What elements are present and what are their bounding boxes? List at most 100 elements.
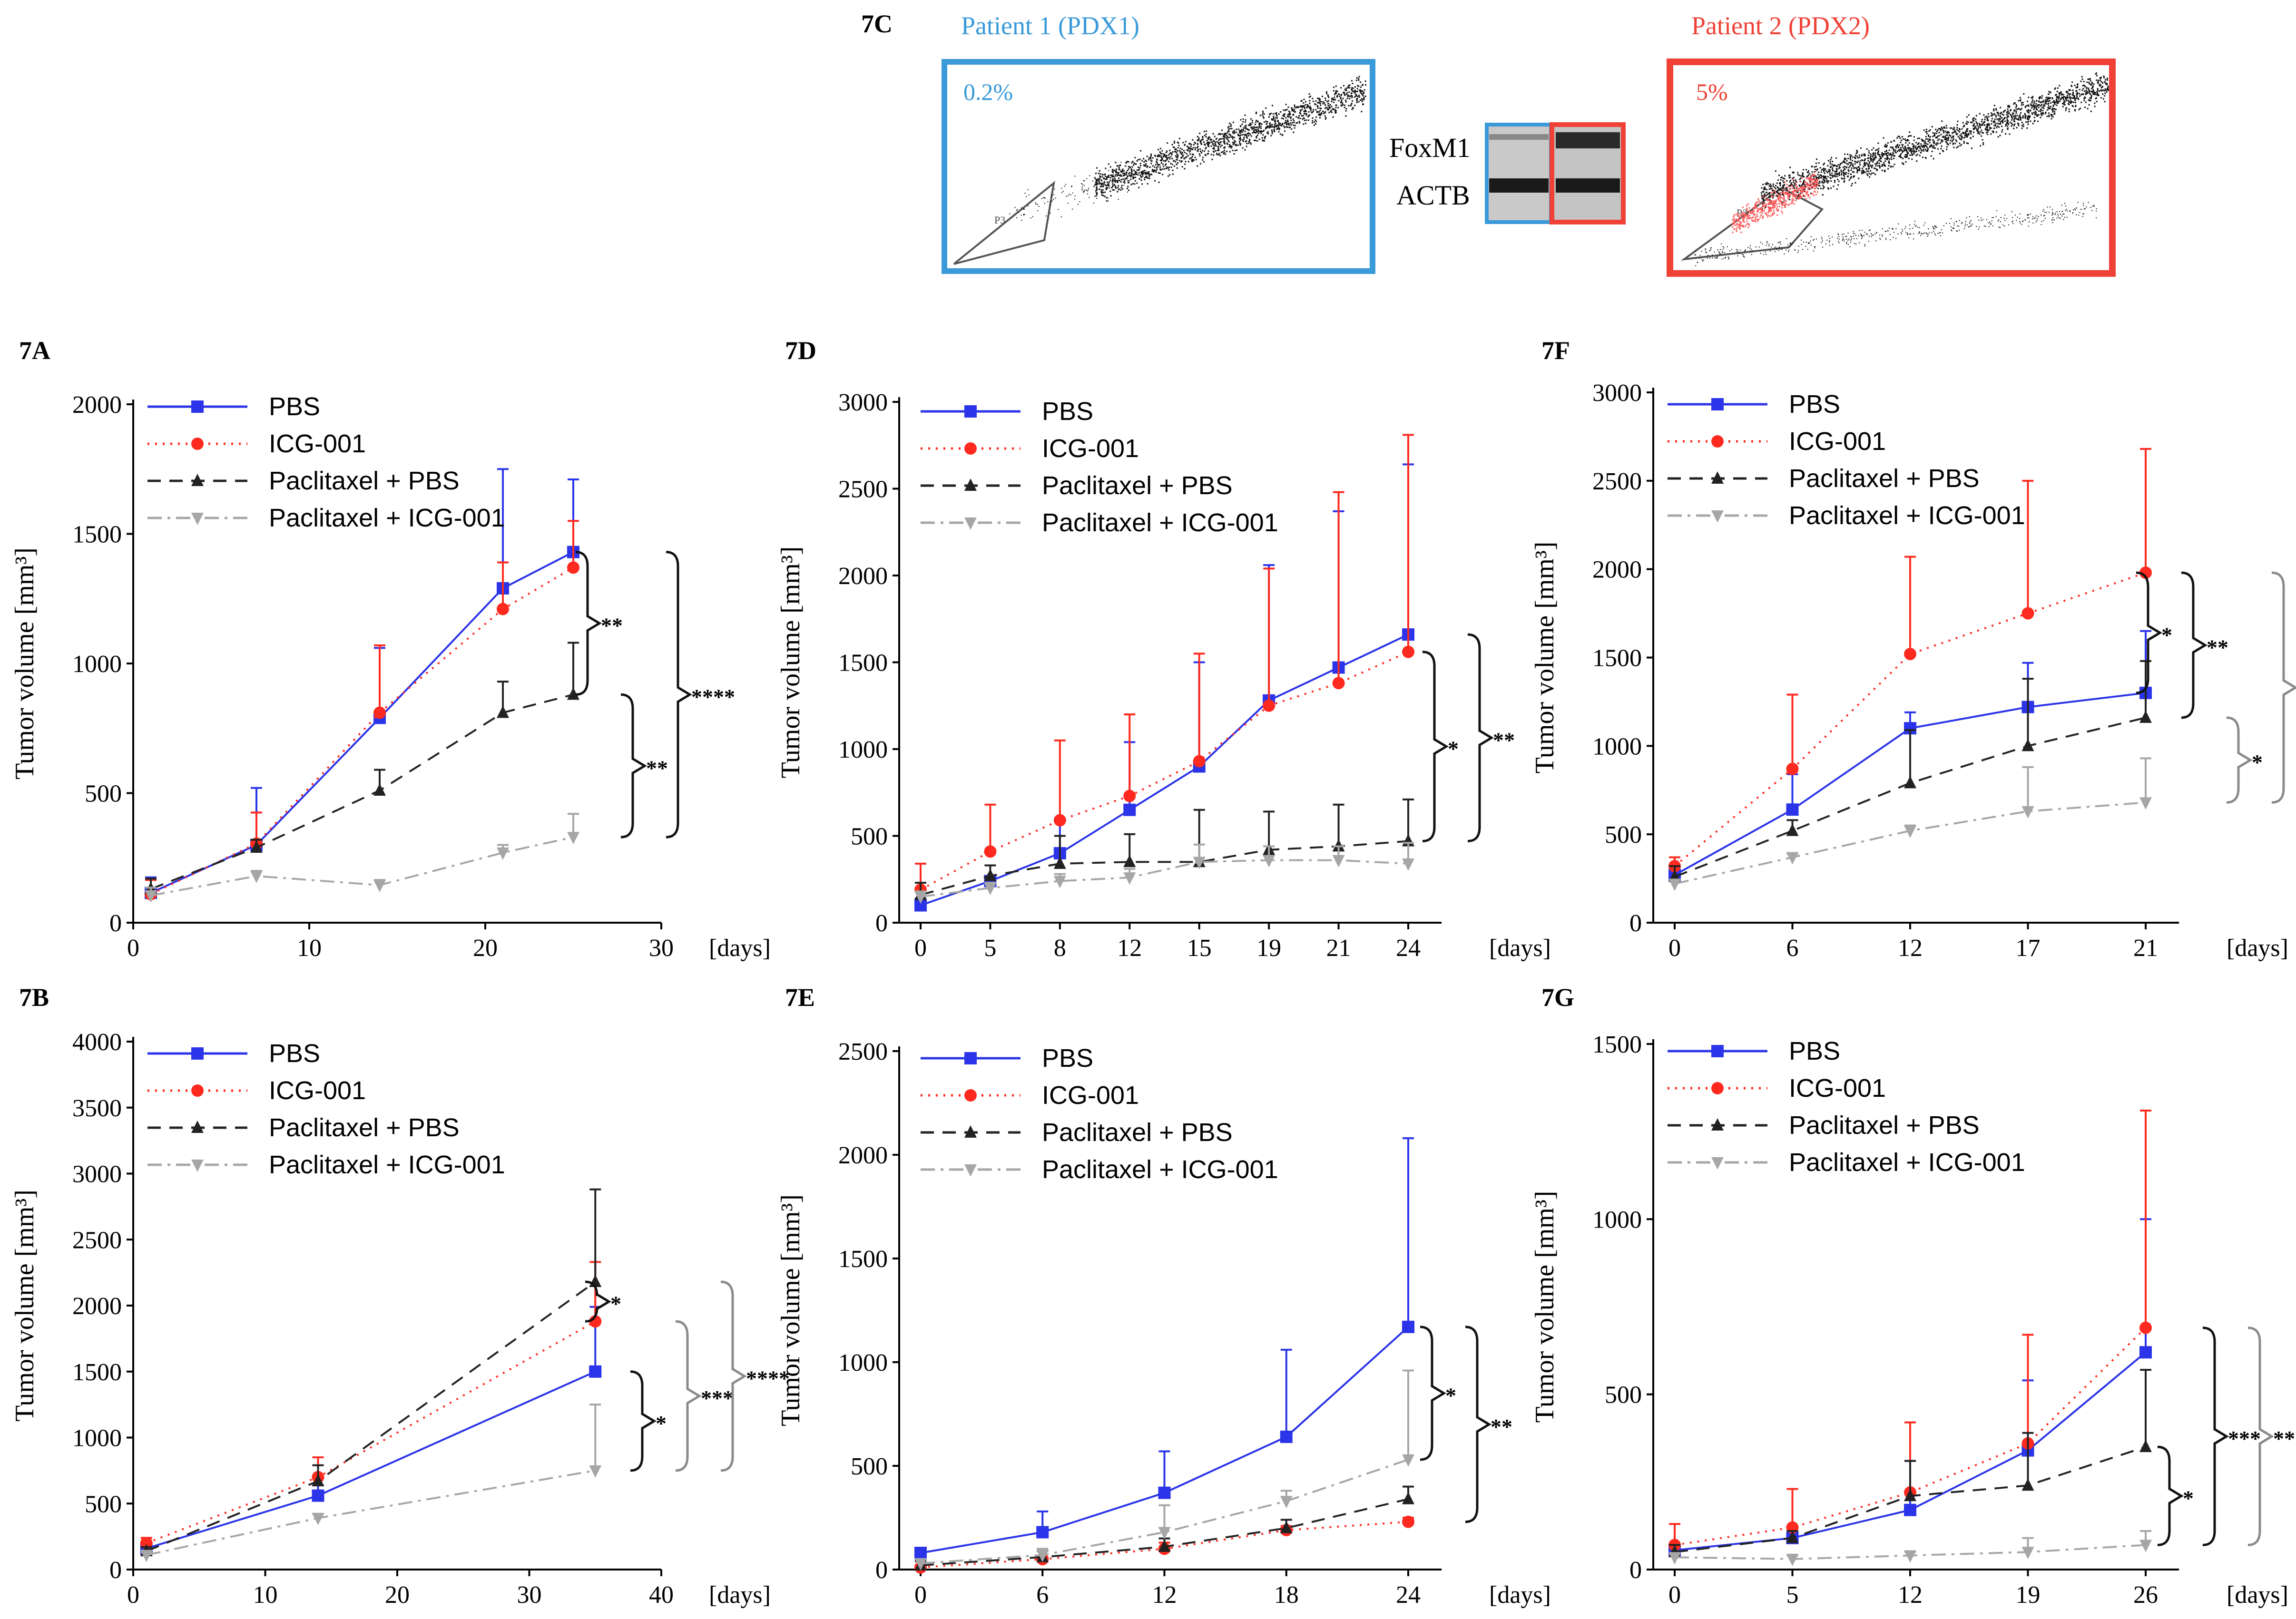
data-point: [2021, 1547, 2034, 1560]
data-point: [1332, 677, 1345, 690]
x-tick-label: 6: [1786, 935, 1799, 962]
significance-label: ***: [701, 1386, 734, 1410]
y-axis-label: Tumor volume [mm³]: [10, 1190, 39, 1422]
panel-label-7g: 7G: [1541, 983, 1574, 1012]
data-point: [145, 890, 157, 903]
legend-marker: [191, 474, 204, 486]
data-point: [1158, 1527, 1171, 1540]
significance-bracket: [1420, 1326, 1446, 1461]
data-point: [1402, 1492, 1414, 1504]
legend-label: PBS: [269, 1039, 320, 1068]
legend-label: PBS: [269, 392, 320, 421]
series-pbs: [140, 1306, 602, 1555]
data-point: [1036, 1550, 1049, 1562]
data-point: [373, 879, 386, 892]
series-pbs: [1668, 1218, 2152, 1557]
data-point: [312, 1512, 324, 1525]
y-tick-label: 1000: [1592, 1206, 1642, 1233]
data-point: [1904, 1550, 1916, 1563]
patient2-title: Patient 2 (PDX2): [1691, 11, 1870, 40]
series-pbs: [914, 1137, 1414, 1560]
legend-label: Paclitaxel + ICG-001: [1042, 1155, 1278, 1184]
legend-marker: [1711, 435, 1724, 448]
data-point: [1402, 1515, 1414, 1528]
legend-marker: [1711, 398, 1724, 410]
blot-label-actb: ACTB: [1396, 180, 1470, 211]
legend-label: ICG-001: [269, 1076, 366, 1105]
series-paclitaxel-pbs: [140, 1188, 602, 1557]
series-line: [150, 693, 574, 890]
series-line: [920, 634, 1409, 907]
data-point: [589, 1365, 602, 1378]
blot-band-actb-pdx2: [1556, 178, 1620, 193]
data-point: [1158, 1486, 1171, 1499]
legend: PBS ICG-001 Paclitaxel + PBS Paclitaxel + I…: [921, 397, 1278, 537]
legend-marker: [1711, 1157, 1724, 1170]
significance-label: ****: [691, 684, 735, 709]
x-tick-label: 0: [1668, 935, 1681, 962]
y-tick-label: 1500: [72, 1359, 122, 1386]
x-tick-label: 0: [127, 935, 139, 962]
data-point: [1904, 1503, 1916, 1516]
y-tick-label: 0: [1629, 910, 1642, 937]
data-point: [567, 832, 579, 845]
significance-bracket: [585, 1280, 611, 1323]
significance-bracket: [2202, 1326, 2229, 1546]
series-paclitaxel-pbs: [145, 642, 579, 895]
data-point: [1786, 762, 1799, 775]
y-tick-label: 1500: [838, 650, 888, 677]
patient2-flow-plot: [1667, 59, 2116, 277]
series-paclitaxel-pbs: [1668, 1369, 2152, 1558]
y-tick-label: 1500: [1592, 645, 1642, 672]
data-point: [1786, 1531, 1799, 1543]
data-point: [1263, 699, 1276, 712]
legend-label: Paclitaxel + PBS: [1789, 1111, 1980, 1140]
significance-label: **: [2207, 635, 2228, 659]
data-point: [1053, 814, 1066, 827]
y-tick-label: 0: [875, 1557, 888, 1584]
x-tick-label: 19: [2016, 1581, 2041, 1609]
series-paclitaxel-icg-001: [140, 1404, 602, 1562]
chart-7b: 7B 0 500 1000 1500 2000 2500 3000 3500 4000 0 10 20 3…: [10, 983, 790, 1609]
x-axis-label: [days]: [709, 1581, 771, 1609]
data-point: [2139, 1321, 2152, 1334]
legend-marker: [1711, 1045, 1724, 1057]
x-axis-label: [days]: [1489, 935, 1551, 962]
chart-7f: 7F 0 500 1000 1500 2000 2500 3000 0 6 12 17 21 [days]…: [1530, 336, 2296, 962]
significance-bracket: [720, 1280, 747, 1472]
x-tick-label: 8: [1054, 935, 1066, 962]
data-point: [2139, 566, 2152, 579]
legend: PBS ICG-001 Paclitaxel + PBS Paclitaxel + I…: [1668, 1037, 2025, 1177]
data-point: [567, 687, 579, 700]
significance-bracket: [666, 551, 692, 839]
panel-label-7e: 7E: [785, 983, 815, 1012]
y-tick-label: 0: [109, 1557, 122, 1584]
series-line: [150, 566, 574, 895]
y-tick-label: 500: [851, 823, 888, 850]
data-point: [1786, 1553, 1799, 1566]
data-point: [1053, 876, 1066, 888]
x-axis-label: [days]: [709, 935, 771, 962]
legend-marker: [191, 513, 204, 525]
significance-bracket: [2181, 571, 2208, 719]
significance-bracket: [675, 1320, 702, 1472]
significance-brackets: ***: [1420, 1326, 1512, 1523]
significance-label: **: [646, 756, 668, 780]
x-tick-label: 26: [2133, 1581, 2158, 1609]
data-point: [2021, 607, 2034, 620]
data-point: [1402, 1320, 1414, 1333]
legend-label: ICG-001: [1789, 1074, 1886, 1102]
data-point: [1668, 1552, 1681, 1565]
significance-bracket: [2157, 1445, 2184, 1546]
blot-band-foxm1-pdx1: [1489, 134, 1549, 140]
significance-label: *: [2252, 750, 2263, 774]
series-paclitaxel-icg-001: [1668, 757, 2152, 891]
significance-label: *: [656, 1411, 667, 1435]
significance-bracket: [2136, 571, 2162, 694]
legend-marker: [964, 1125, 977, 1138]
data-point: [589, 1465, 602, 1478]
x-tick-label: 21: [1326, 935, 1351, 962]
data-point: [914, 891, 927, 904]
x-tick-label: 15: [1187, 935, 1212, 962]
y-tick-label: 1000: [72, 1425, 122, 1452]
